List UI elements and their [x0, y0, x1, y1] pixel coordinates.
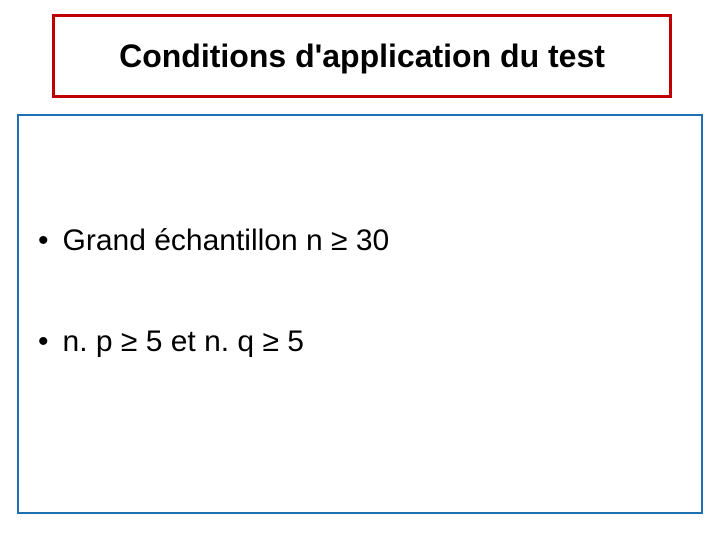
bullet-1: • Grand échantillon n ≥ 30: [38, 224, 389, 258]
bullet-icon: •: [38, 325, 49, 359]
content-box: [17, 114, 703, 514]
title-box: Conditions d'application du test: [52, 14, 672, 98]
bullet-2-text: n. p ≥ 5 et n. q ≥ 5: [63, 325, 304, 359]
bullet-1-text: Grand échantillon n ≥ 30: [63, 224, 390, 258]
bullet-icon: •: [38, 224, 49, 258]
slide-title: Conditions d'application du test: [119, 38, 605, 75]
bullet-2: • n. p ≥ 5 et n. q ≥ 5: [38, 325, 304, 359]
